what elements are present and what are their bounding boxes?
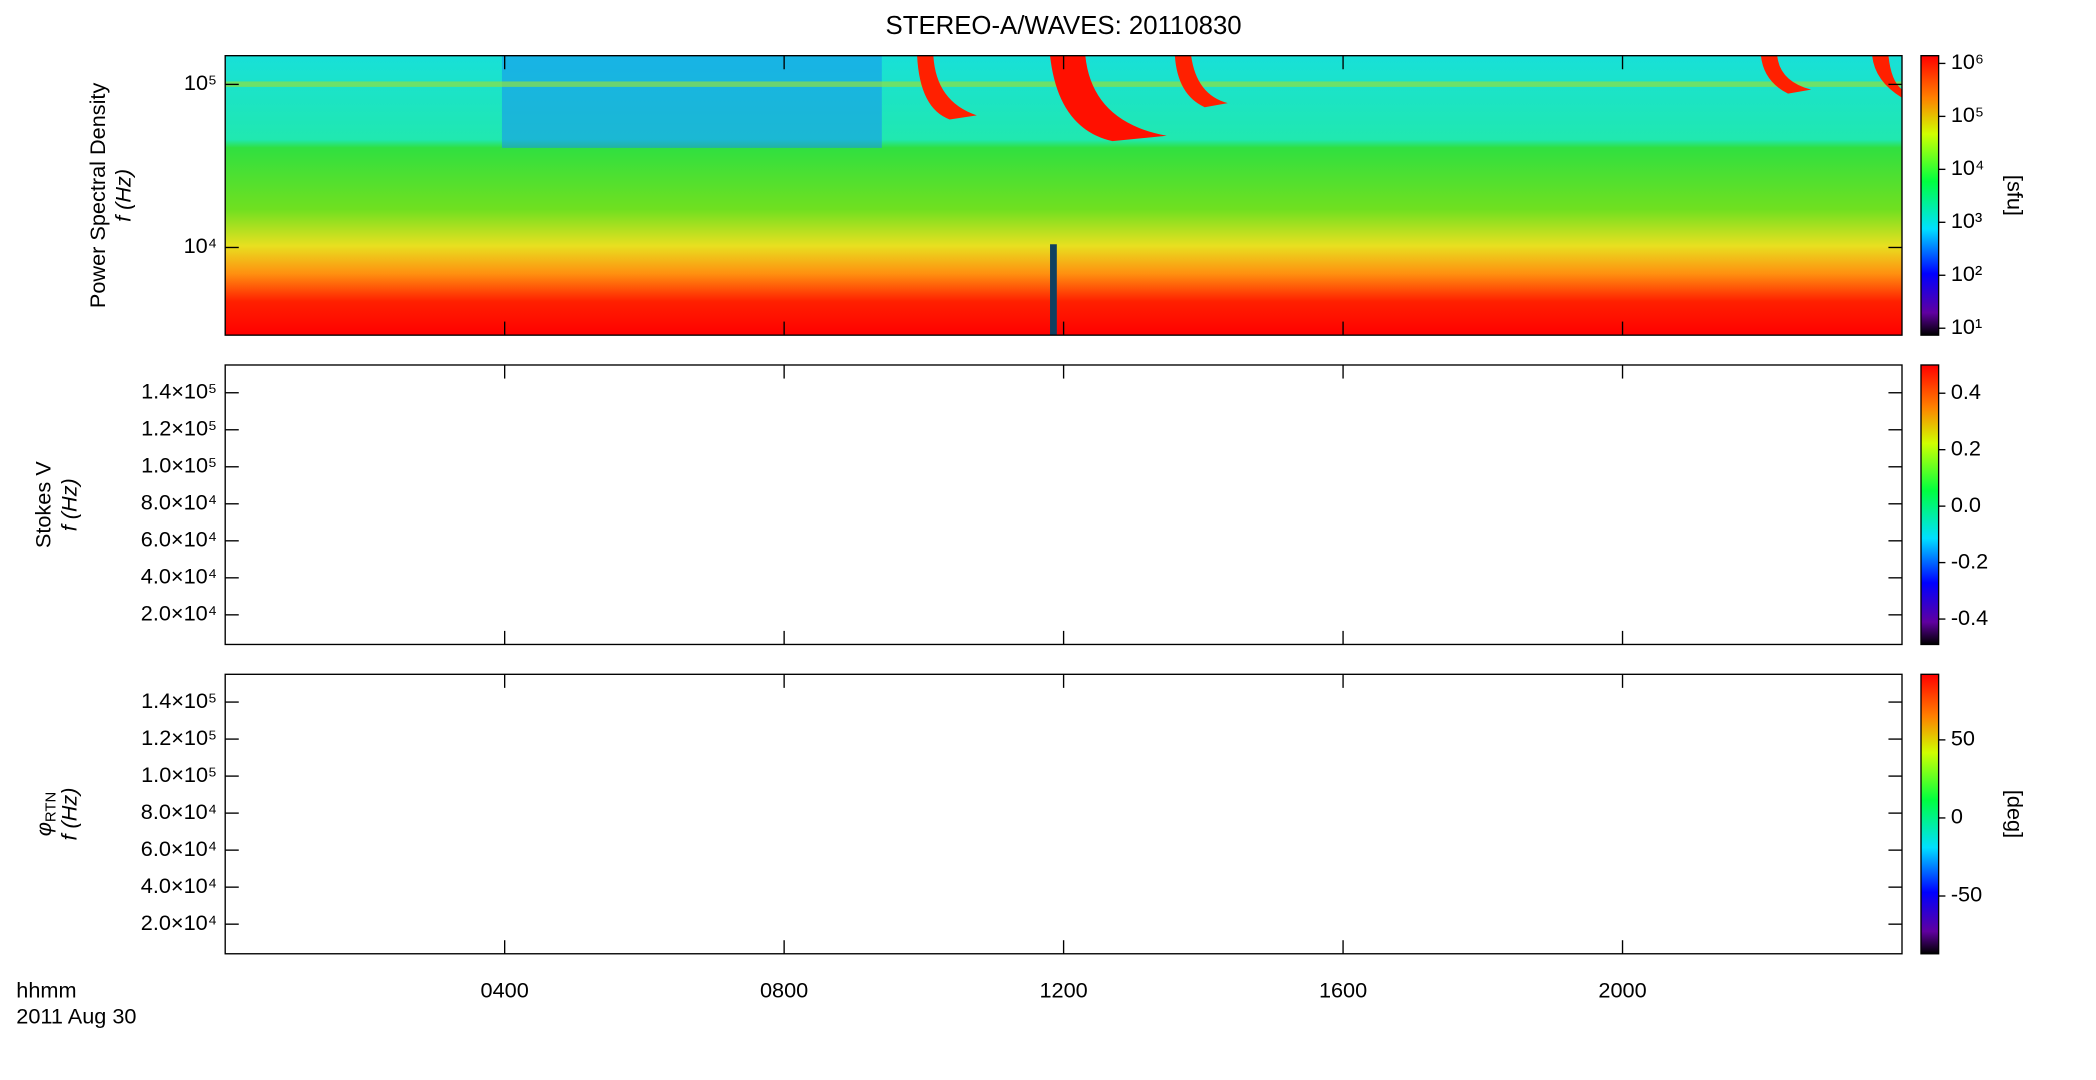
x-axis-label: hhmm [16, 977, 76, 1002]
x-tick-label: 1200 [1039, 977, 1087, 1002]
y-tick-label: 1.2×10⁵ [141, 725, 217, 750]
colorbar-tick-label: 0.2 [1951, 435, 1981, 460]
x-axis-label: 2011 Aug 30 [16, 1003, 136, 1028]
y-axis-label: f (Hz) [56, 788, 81, 841]
y-tick-label: 10⁵ [184, 70, 217, 95]
y-axis-label: Power Spectral Density [85, 83, 110, 309]
y-tick-label: 1.0×10⁵ [141, 453, 217, 478]
colorbar-tick-label: 10² [1951, 261, 1982, 286]
colorbar-tick-label: 10⁴ [1951, 155, 1984, 180]
x-tick-label: 0800 [760, 977, 808, 1002]
y-tick-label: 2.0×10⁴ [141, 910, 217, 935]
plot-frame [224, 673, 1903, 955]
y-tick-label: 4.0×10⁴ [141, 873, 217, 898]
colorbar-tick-label: 0.4 [1951, 379, 1981, 404]
y-tick-label: 8.0×10⁴ [141, 490, 217, 515]
colorbar-tick-label: 50 [1951, 726, 1975, 751]
y-axis-label: f (Hz) [111, 169, 136, 222]
colorbar-tick-label: 10¹ [1951, 314, 1982, 339]
y-tick-label: 6.0×10⁴ [141, 836, 217, 861]
colorbar-tick-label: -0.2 [1951, 548, 1988, 573]
y-axis-label: f (Hz) [56, 478, 81, 531]
colorbar [1920, 673, 1940, 955]
y-axis-label-symbol: φ [31, 822, 56, 836]
colorbar-label: [deg] [2003, 790, 2028, 838]
colorbar-tick-label: 10³ [1951, 208, 1982, 233]
x-tick-label: 2000 [1598, 977, 1646, 1002]
y-tick-label: 1.4×10⁵ [141, 378, 217, 403]
colorbar [1920, 55, 1940, 336]
y-axis-label-subscript: RTN [42, 792, 59, 822]
y-tick-label: 10⁴ [184, 233, 217, 258]
colorbar-tick-label: 0 [1951, 804, 1963, 829]
x-tick-label: 1600 [1319, 977, 1367, 1002]
chart-title: STEREO-A/WAVES: 20110830 [886, 12, 1242, 40]
colorbar-tick-label: 0.0 [1951, 492, 1981, 517]
y-tick-label: 8.0×10⁴ [141, 799, 217, 824]
y-axis-label: φRTN [31, 792, 60, 837]
plot-frame [224, 364, 1903, 646]
colorbar [1920, 364, 1940, 646]
y-axis-label: Stokes V [31, 461, 56, 548]
y-tick-label: 4.0×10⁴ [141, 564, 217, 589]
colorbar-tick-label: 10⁶ [1951, 49, 1984, 74]
x-tick-label: 0400 [481, 977, 529, 1002]
colorbar-tick-label: -50 [1951, 882, 1982, 907]
y-tick-label: 1.0×10⁵ [141, 762, 217, 787]
spectrogram-image [225, 55, 1903, 336]
y-tick-label: 1.4×10⁵ [141, 688, 217, 713]
y-tick-label: 2.0×10⁴ [141, 601, 217, 626]
colorbar-tick-label: 10⁵ [1951, 102, 1984, 127]
y-tick-label: 1.2×10⁵ [141, 416, 217, 441]
colorbar-tick-label: -0.4 [1951, 605, 1988, 630]
colorbar-label: [sfu] [2003, 175, 2028, 216]
y-tick-label: 6.0×10⁴ [141, 527, 217, 552]
